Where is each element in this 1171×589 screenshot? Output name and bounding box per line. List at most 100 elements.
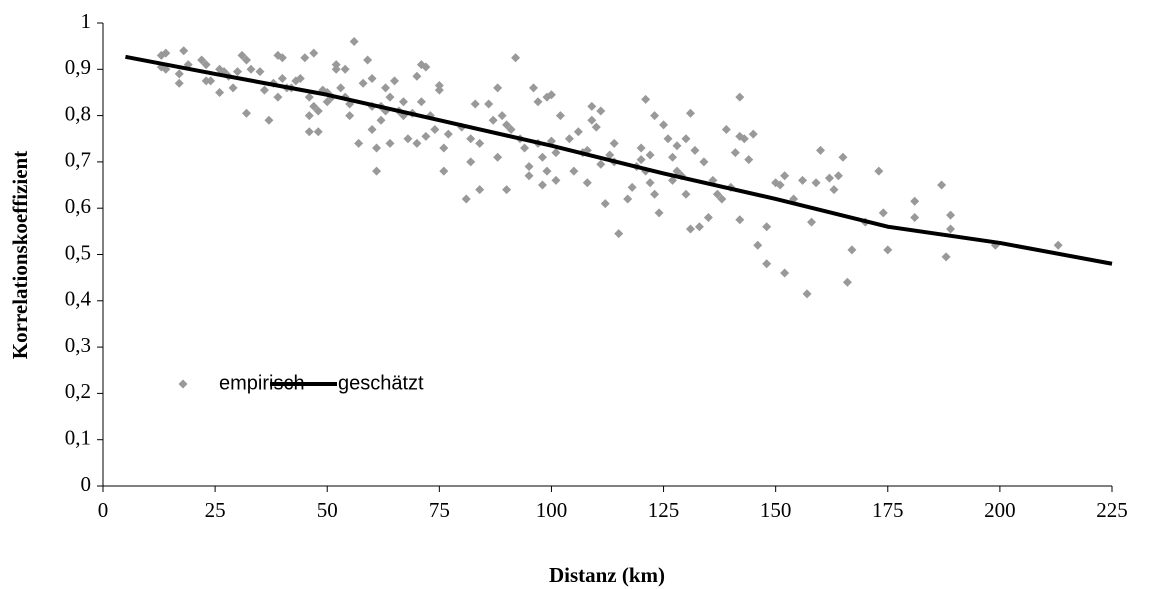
scatter-point [609,138,619,148]
scatter-point [228,83,238,93]
scatter-point [587,101,597,111]
y-tick-label: 1 [81,9,92,33]
x-tick-label: 200 [984,498,1016,522]
scatter-point [300,53,310,63]
scatter-point [470,99,480,109]
scatter-point [242,108,252,118]
scatter-point [910,196,920,206]
scatter-point [645,150,655,160]
scatter-point [685,108,695,118]
x-tick-label: 50 [317,498,338,522]
scatter-point [313,106,323,116]
scatter-point [439,143,449,153]
scatter-point [735,92,745,102]
scatter-point [242,55,252,65]
scatter-point [493,83,503,93]
y-tick-label: 0,1 [65,426,91,450]
scatter-point [345,111,355,121]
scatter-point [381,83,391,93]
x-tick-label: 125 [648,498,680,522]
x-tick-label: 25 [205,498,226,522]
scatter-point [340,64,350,74]
scatter-point [636,155,646,165]
line [125,54,1113,266]
scatter-point [636,143,646,153]
scatter-point [533,97,543,107]
y-tick-label: 0,6 [65,194,91,218]
scatter-point [304,92,314,102]
scatter-point [654,208,664,218]
scatter-point [506,124,516,134]
scatter-point [537,152,547,162]
scatter-point [179,46,189,56]
scatter-point [524,162,534,172]
scatter-point [762,222,772,232]
scatter-point [600,199,610,209]
scatter-point [739,134,749,144]
scatter-point [564,134,574,144]
y-axis-label: Korrelationskoeffizient [8,151,32,359]
scatter-point [475,138,485,148]
scatter-point [650,189,660,199]
scatter-point [259,85,269,95]
scatter-point [313,127,323,137]
scatter-point [273,92,283,102]
scatter-point [336,83,346,93]
scatter-point [443,129,453,139]
x-tick-label: 0 [98,498,109,522]
scatter-point [798,175,808,185]
scatter-point [816,145,826,155]
scatter-point [372,143,382,153]
legend-label: geschätzt [338,372,424,394]
scatter-point [842,277,852,287]
x-axis-label: Distanz (km) [549,563,665,587]
x-tick-label: 150 [760,498,792,522]
scatter-point [582,178,592,188]
scatter-point [735,215,745,225]
scatter-point [466,157,476,167]
scatter-point [614,229,624,239]
scatter-point [703,212,713,222]
scatter-point [461,194,471,204]
scatter-point [466,134,476,144]
scatter-point [488,115,498,125]
x-tick-label: 175 [872,498,904,522]
legend-label: empirisch [219,372,305,394]
scatter-point [372,166,382,176]
y-tick-label: 0,4 [65,287,92,311]
scatter-point [434,81,444,91]
scatter-point [748,129,758,139]
scatter-point [668,175,678,185]
scatter-point [668,152,678,162]
scatter-point [331,60,341,70]
scatter-point [596,159,606,169]
scatter-point [529,83,539,93]
scatter-point [421,62,431,72]
scatter-point [403,134,413,144]
scatter-point [659,120,669,130]
scatter-point [255,67,265,77]
scatter-point [941,252,951,262]
scatter-point [645,178,655,188]
x-tick-label: 100 [536,498,568,522]
y-tick-label: 0,3 [65,333,91,357]
scatter-point [672,141,682,151]
scatter-point [569,166,579,176]
scatter-point [520,143,530,153]
y-tick-label: 0,5 [65,240,91,264]
scatter-point [322,97,332,107]
scatter-point [475,185,485,195]
scatter-point [502,185,512,195]
scatter-point [331,64,341,74]
scatter-point [201,60,211,70]
scatter-point [309,101,319,111]
scatter-point [197,55,207,65]
scatter-point [367,74,377,84]
scatter-point [309,48,319,58]
scatter-point [277,53,287,63]
scatter-point [161,64,171,74]
scatter-point [775,180,785,190]
scatter-point [802,289,812,299]
scatter-point [161,48,171,58]
